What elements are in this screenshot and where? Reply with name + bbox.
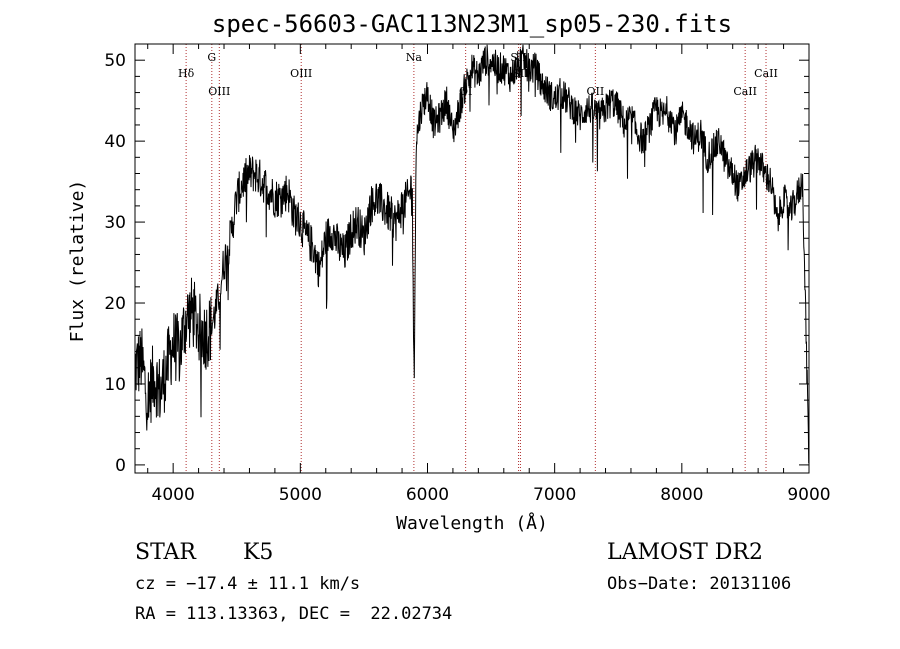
y-axis-label: Flux (relative) (67, 180, 88, 343)
subclass: K5 (243, 540, 274, 565)
chart-title: spec-56603-GAC113N23M1_sp05-230.fits (212, 10, 732, 38)
coordinates: RA = 113.13363, DEC = 22.02734 (135, 604, 453, 624)
x-tick-label: 5000 (279, 485, 322, 505)
survey-name: LAMOST DR2 (607, 540, 763, 565)
y-tick-label: 30 (104, 213, 126, 233)
spectral-line-label: CaII (754, 67, 778, 80)
redshift-cz: cz = −17.4 ± 11.1 km/s (135, 574, 361, 594)
x-tick-label: 8000 (660, 485, 703, 505)
spectral-line-label: OIII (290, 67, 312, 80)
x-tick-label: 6000 (406, 485, 449, 505)
spectral-line-label: CaII (733, 85, 757, 98)
observation-date: Obs−Date: 20131106 (607, 574, 792, 594)
plot-frame (134, 43, 810, 474)
x-tick-label: 9000 (787, 485, 830, 505)
spectrum-series-line (134, 44, 810, 464)
y-tick-label: 0 (115, 456, 126, 476)
x-tick-label: 4000 (152, 485, 195, 505)
object-class: STAR (135, 540, 196, 565)
y-tick-label: 50 (104, 51, 126, 71)
x-tick-label: 7000 (533, 485, 576, 505)
spectral-line-label: OII (586, 85, 604, 98)
x-axis-label: Wavelength (Å) (396, 512, 548, 534)
y-tick-label: 40 (104, 132, 126, 152)
y-tick-label: 10 (104, 375, 126, 395)
spectral-line-label: Na (406, 51, 423, 64)
spectral-line-label: OIII (208, 85, 230, 98)
spectral-line-label: G (207, 51, 216, 64)
y-tick-label: 20 (104, 294, 126, 314)
spectral-line-label: Hδ (178, 67, 195, 80)
